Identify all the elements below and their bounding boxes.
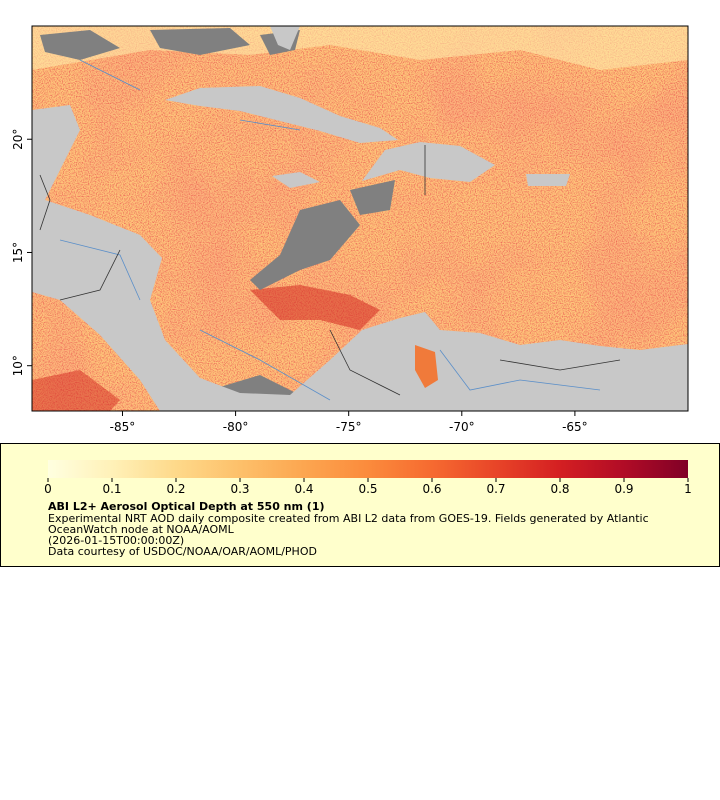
colorbar: [48, 460, 688, 478]
legend-line: Experimental NRT AOD daily composite cre…: [48, 512, 649, 525]
y-tick-label: 10°: [11, 355, 25, 376]
colorbar-tick-label: 0.6: [422, 482, 441, 496]
land-cuba: [165, 86, 398, 143]
legend-line: Data courtesy of USDOC/NOAA/OAR/AOML/PHO…: [48, 545, 317, 558]
x-tick-label: -75°: [336, 420, 362, 434]
legend-line: (2026-01-15T00:00:00Z): [48, 534, 184, 547]
colorbar-tick-label: 1: [684, 482, 692, 496]
y-tick-label: 15°: [11, 242, 25, 263]
land-puerto-rico: [526, 174, 570, 186]
colorbar-tick-label: 0.5: [358, 482, 377, 496]
x-tick-label: -65°: [562, 420, 588, 434]
land-jamaica: [272, 172, 320, 188]
map-raster: [32, 26, 688, 411]
colorbar-tick-label: 0.9: [614, 482, 633, 496]
colorbar-tick-label: 0: [44, 482, 52, 496]
colorbar-tick-label: 0.2: [166, 482, 185, 496]
x-tick-label: -85°: [110, 420, 136, 434]
map-frame: [31, 25, 689, 412]
aod-high-patch: [32, 370, 120, 411]
aod-high-patch: [250, 285, 380, 330]
legend-line: OceanWatch node at NOAA/AOML: [48, 523, 235, 536]
colorbar-tick-label: 0.4: [294, 482, 313, 496]
y-tick-label: 20°: [11, 129, 25, 150]
land-mainland: [32, 105, 688, 411]
colorbar-tick-label: 0.7: [486, 482, 505, 496]
rivers: [59, 59, 601, 401]
colorbar-tick-label: 0.1: [102, 482, 121, 496]
borders: [39, 145, 621, 396]
land-florida: [270, 26, 300, 50]
x-tick-label: -80°: [223, 420, 249, 434]
aod-lake: [415, 345, 438, 388]
colorbar-tick-label: 0.3: [230, 482, 249, 496]
x-tick-label: -70°: [449, 420, 475, 434]
colorbar-tick-label: 0.8: [550, 482, 569, 496]
missing-data: [40, 28, 395, 411]
land-hispaniola: [362, 142, 495, 182]
legend-title: ABI L2+ Aerosol Optical Depth at 550 nm …: [48, 500, 325, 513]
